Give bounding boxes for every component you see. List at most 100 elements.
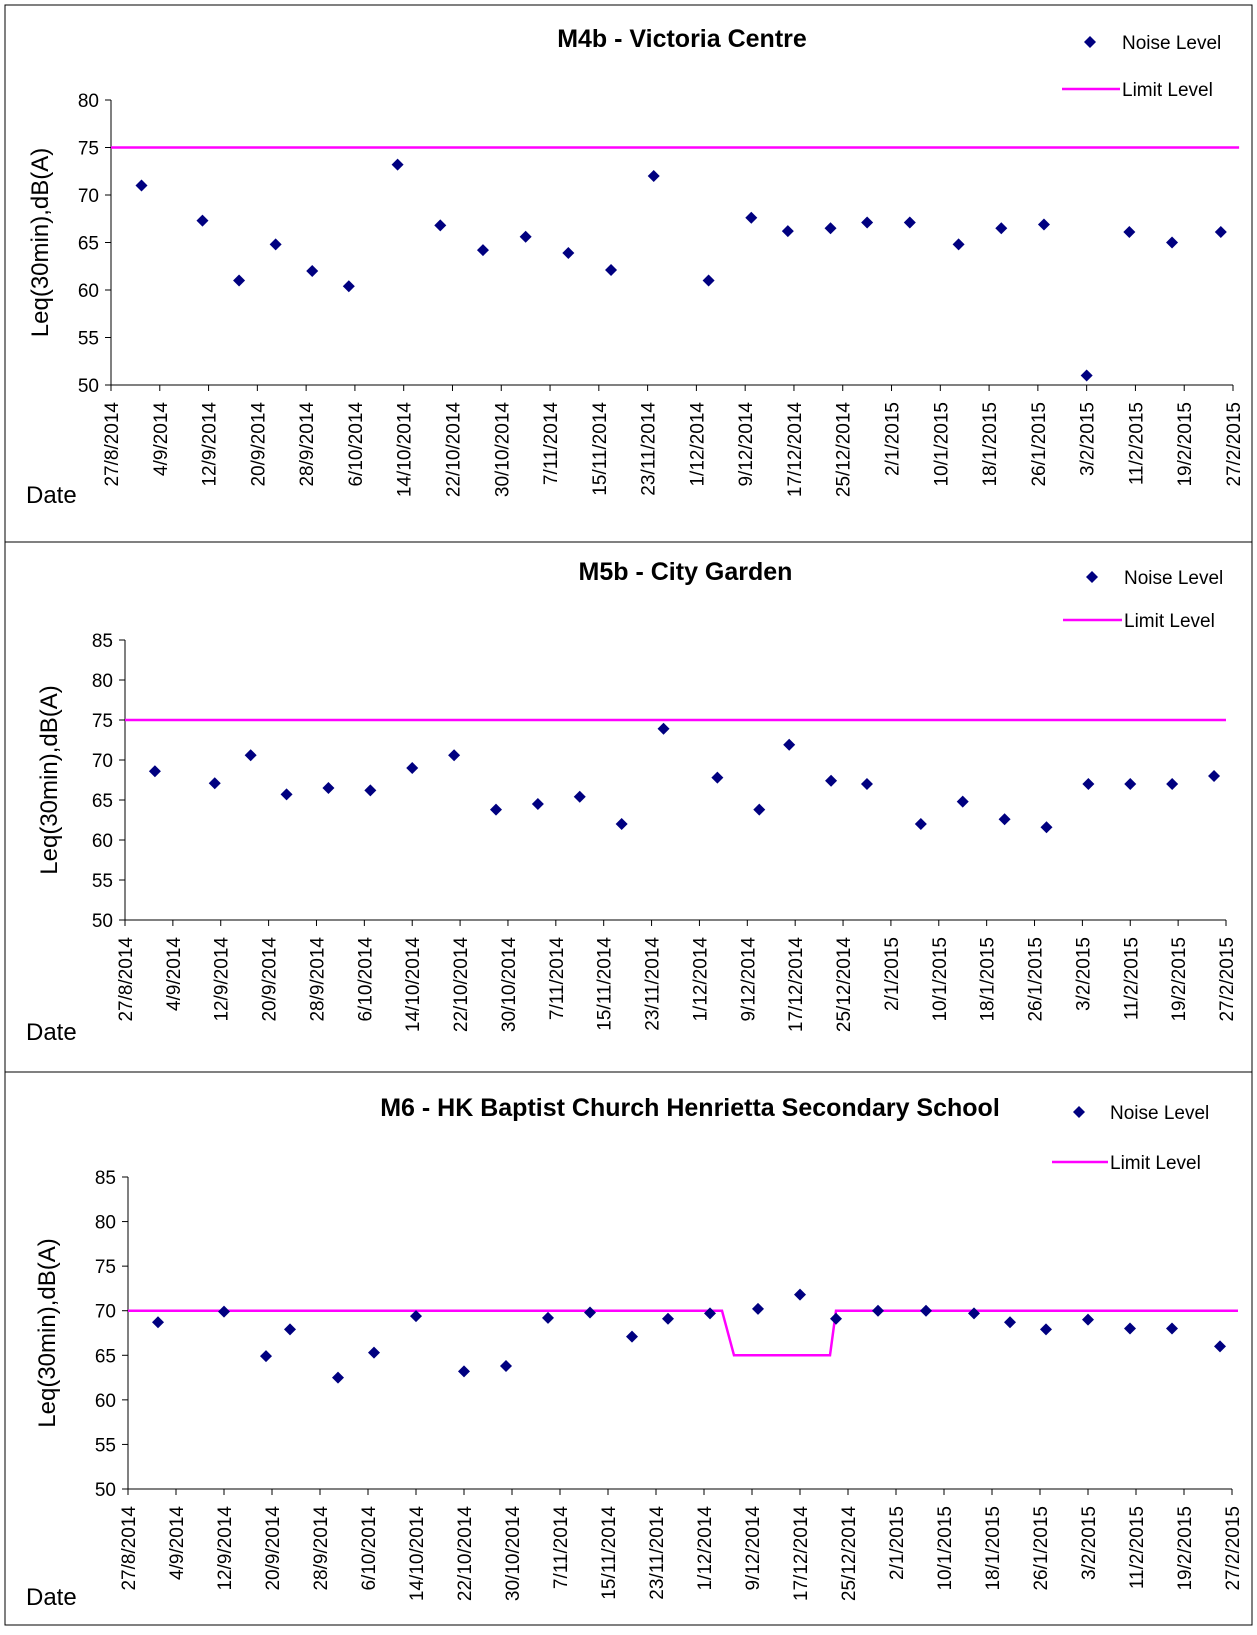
y-tick-label: 85 bbox=[92, 631, 113, 652]
chart-title: M6 - HK Baptist Church Henrietta Seconda… bbox=[380, 1094, 1000, 1122]
x-tick-label: 1/12/2014 bbox=[687, 402, 708, 487]
noise-level-point bbox=[745, 211, 758, 224]
x-axis-label: Date bbox=[26, 482, 77, 509]
x-tick-label: 26/1/2015 bbox=[1029, 402, 1050, 487]
y-tick-label: 65 bbox=[92, 791, 113, 812]
noise-level-point bbox=[260, 1350, 272, 1363]
x-tick-label: 4/9/2014 bbox=[164, 937, 185, 1011]
noise-level-point bbox=[448, 749, 461, 762]
x-tick-label: 2/1/2015 bbox=[883, 402, 904, 476]
noise-level-point bbox=[519, 230, 532, 243]
noise-level-point bbox=[1037, 218, 1050, 231]
noise-level-point bbox=[1124, 778, 1137, 790]
legend-noise-label: Noise Level bbox=[1124, 568, 1223, 589]
x-tick-label: 25/12/2014 bbox=[839, 1506, 860, 1602]
noise-level-point bbox=[280, 788, 293, 801]
noise-level-point bbox=[218, 1305, 230, 1318]
x-tick-label: 26/1/2015 bbox=[1031, 1506, 1052, 1591]
noise-level-point bbox=[500, 1359, 512, 1372]
y-tick-label: 50 bbox=[95, 1480, 116, 1501]
x-tick-label: 3/2/2015 bbox=[1073, 937, 1094, 1011]
noise-level-point bbox=[711, 771, 724, 784]
noise-level-point bbox=[914, 818, 927, 830]
noise-level-point bbox=[956, 795, 969, 808]
noise-level-point bbox=[753, 803, 766, 816]
y-tick-label: 60 bbox=[95, 1391, 116, 1412]
noise-level-point bbox=[1123, 226, 1136, 239]
noise-level-point bbox=[476, 244, 489, 257]
x-tick-label: 19/2/2015 bbox=[1175, 1506, 1196, 1591]
noise-level-point bbox=[562, 246, 575, 259]
y-tick-label: 50 bbox=[78, 376, 99, 397]
noise-level-point bbox=[406, 762, 419, 774]
y-tick-label: 55 bbox=[92, 871, 113, 892]
x-tick-label: 18/1/2015 bbox=[978, 937, 999, 1022]
noise-level-point bbox=[364, 784, 377, 797]
x-tick-label: 15/11/2014 bbox=[595, 937, 616, 1031]
x-tick-label: 10/1/2015 bbox=[930, 937, 951, 1022]
x-tick-label: 1/12/2014 bbox=[690, 937, 711, 1022]
noise-level-point bbox=[615, 818, 628, 830]
x-tick-label: 22/10/2014 bbox=[451, 937, 472, 1033]
x-tick-label: 7/11/2014 bbox=[541, 402, 562, 486]
x-tick-label: 10/1/2015 bbox=[931, 402, 952, 487]
x-tick-label: 28/9/2014 bbox=[297, 402, 318, 487]
noise-level-point bbox=[1082, 1313, 1094, 1326]
x-tick-label: 18/1/2015 bbox=[980, 402, 1001, 487]
noise-level-point bbox=[244, 749, 257, 762]
noise-level-point bbox=[1040, 821, 1053, 834]
x-tick-label: 26/1/2015 bbox=[1026, 937, 1047, 1022]
chart-frame bbox=[4, 1071, 1253, 1626]
x-tick-label: 11/2/2015 bbox=[1121, 937, 1142, 1020]
x-tick-label: 12/9/2014 bbox=[200, 402, 221, 487]
x-tick-label: 22/10/2014 bbox=[455, 1506, 476, 1602]
noise-level-point bbox=[391, 158, 404, 171]
noise-level-point bbox=[872, 1304, 884, 1317]
noise-level-point bbox=[657, 722, 670, 735]
x-tick-label: 9/12/2014 bbox=[738, 937, 759, 1022]
noise-level-point bbox=[410, 1310, 422, 1323]
noise-level-point bbox=[830, 1312, 842, 1325]
noise-level-point bbox=[704, 1307, 716, 1320]
y-tick-label: 70 bbox=[78, 186, 99, 207]
x-tick-label: 27/8/2014 bbox=[102, 402, 123, 487]
noise-level-point bbox=[148, 765, 161, 778]
x-axis-label: Date bbox=[26, 1584, 77, 1611]
x-tick-label: 4/9/2014 bbox=[167, 1506, 188, 1580]
x-tick-label: 30/10/2014 bbox=[499, 937, 520, 1033]
y-tick-label: 75 bbox=[78, 139, 99, 160]
x-tick-label: 3/2/2015 bbox=[1079, 1506, 1100, 1580]
noise-level-point bbox=[1080, 369, 1093, 382]
noise-level-point bbox=[605, 264, 618, 277]
chart-title: M4b - Victoria Centre bbox=[557, 25, 807, 53]
x-tick-label: 11/2/2015 bbox=[1127, 1506, 1148, 1589]
x-tick-label: 23/11/2014 bbox=[639, 402, 660, 496]
x-tick-label: 27/2/2015 bbox=[1223, 1506, 1244, 1591]
noise-level-point bbox=[752, 1302, 764, 1315]
chart-panel-3: M6 - HK Baptist Church Henrietta Seconda… bbox=[4, 1071, 1253, 1626]
noise-level-point bbox=[434, 219, 447, 232]
x-tick-label: 9/12/2014 bbox=[736, 402, 757, 487]
noise-level-point bbox=[1214, 1340, 1226, 1353]
y-tick-label: 65 bbox=[95, 1346, 116, 1367]
noise-level-point bbox=[1208, 770, 1221, 782]
legend-noise-label: Noise Level bbox=[1122, 33, 1221, 54]
noise-level-point bbox=[1124, 1322, 1136, 1335]
legend-noise-marker bbox=[1073, 1106, 1085, 1118]
x-tick-label: 17/12/2014 bbox=[785, 402, 806, 498]
x-tick-label: 6/10/2014 bbox=[359, 1506, 380, 1591]
limit-level-line bbox=[128, 1309, 1238, 1357]
noise-level-point bbox=[920, 1304, 932, 1317]
noise-level-point bbox=[1166, 778, 1179, 790]
noise-level-point bbox=[783, 738, 796, 751]
x-tick-label: 28/9/2014 bbox=[307, 937, 328, 1022]
legend-limit-label: Limit Level bbox=[1122, 80, 1213, 101]
x-tick-label: 11/2/2015 bbox=[1126, 402, 1147, 485]
noise-level-point bbox=[662, 1312, 674, 1325]
y-tick-label: 75 bbox=[95, 1257, 116, 1278]
y-axis-label: Leq(30min),dB(A) bbox=[36, 685, 63, 874]
y-tick-label: 80 bbox=[78, 91, 99, 112]
x-tick-label: 27/2/2015 bbox=[1224, 402, 1245, 487]
x-tick-label: 7/11/2014 bbox=[547, 937, 568, 1021]
